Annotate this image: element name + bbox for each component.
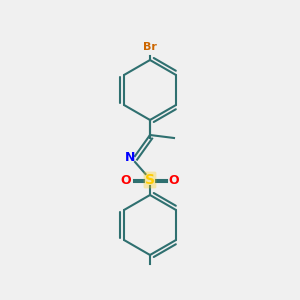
Text: Br: Br — [143, 43, 157, 52]
Text: S: S — [145, 173, 155, 187]
Text: O: O — [121, 173, 131, 187]
Text: O: O — [169, 173, 179, 187]
Text: N: N — [125, 151, 136, 164]
